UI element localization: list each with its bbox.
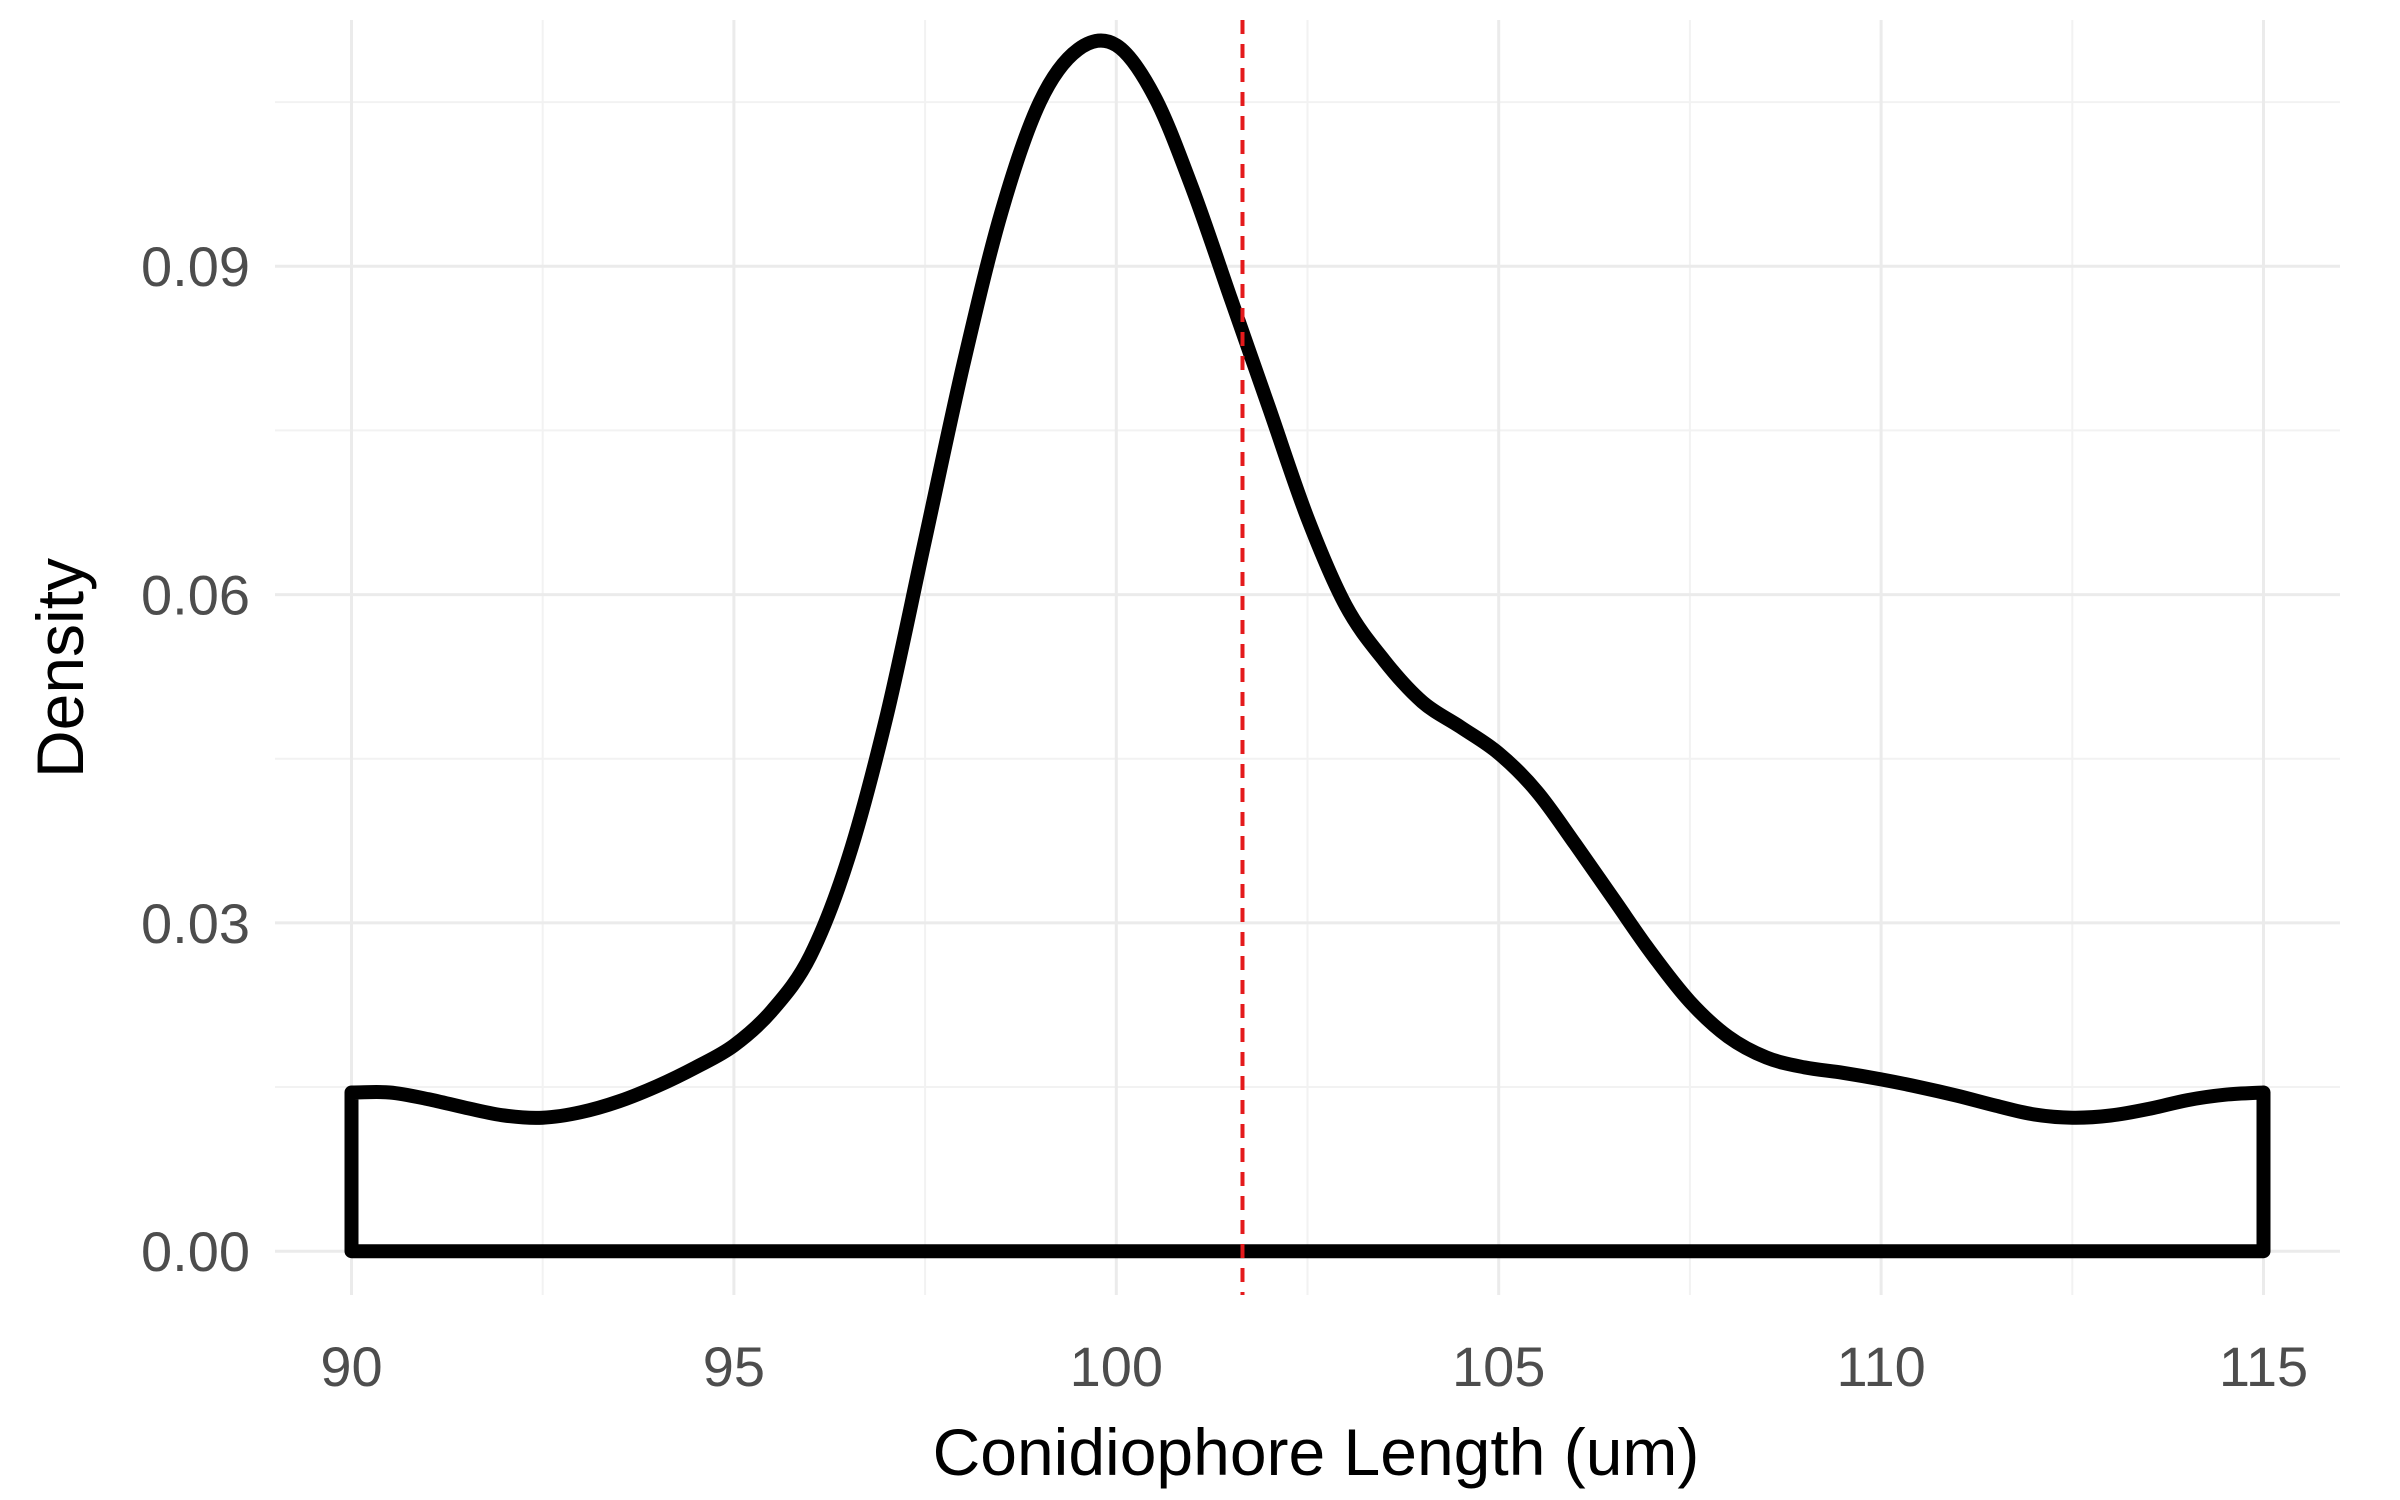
x-tick-label: 95	[703, 1335, 765, 1398]
density-curve	[344, 33, 2271, 1259]
y-tick-label: 0.03	[141, 892, 250, 955]
y-tick-label: 0.09	[141, 235, 250, 298]
y-tick-label: 0.00	[141, 1220, 250, 1283]
x-axis-title: Conidiophore Length (um)	[933, 1415, 1700, 1489]
x-tick-label: 100	[1070, 1335, 1163, 1398]
y-axis-title: Density	[23, 558, 97, 778]
x-axis-tick-labels: 90 95 100 105 110 115	[320, 1335, 2308, 1398]
y-axis-tick-labels: 0.00 0.03 0.06 0.09	[141, 235, 250, 1283]
minor-gridlines	[275, 20, 2340, 1295]
y-tick-label: 0.06	[141, 564, 250, 627]
plot-area	[344, 20, 2271, 1295]
x-tick-label: 90	[320, 1335, 382, 1398]
x-tick-label: 105	[1452, 1335, 1545, 1398]
x-tick-label: 110	[1836, 1335, 1925, 1398]
x-tick-label: 115	[2219, 1335, 2308, 1398]
